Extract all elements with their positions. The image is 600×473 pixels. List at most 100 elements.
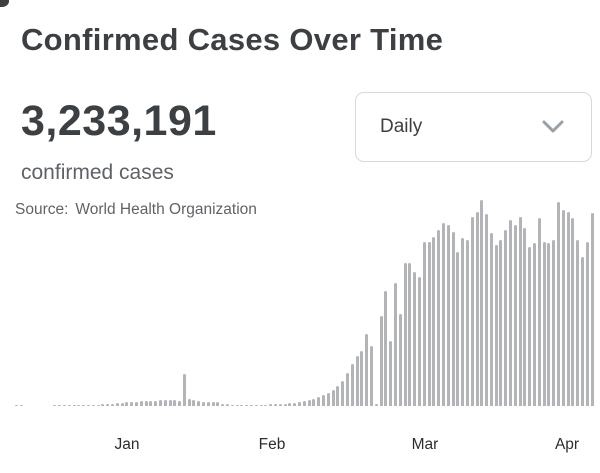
bar[interactable] bbox=[298, 402, 302, 406]
bar[interactable] bbox=[226, 404, 230, 406]
bar[interactable] bbox=[53, 405, 57, 406]
bar[interactable] bbox=[369, 346, 373, 406]
bar[interactable] bbox=[158, 400, 162, 406]
bar[interactable] bbox=[240, 405, 244, 406]
bar[interactable] bbox=[552, 240, 556, 406]
bar[interactable] bbox=[130, 402, 134, 406]
bar[interactable] bbox=[173, 400, 177, 406]
bar[interactable] bbox=[312, 399, 316, 406]
bar[interactable] bbox=[221, 404, 225, 406]
bar[interactable] bbox=[245, 405, 249, 406]
bar[interactable] bbox=[269, 404, 273, 406]
bar[interactable] bbox=[264, 405, 268, 406]
bar[interactable] bbox=[504, 230, 508, 406]
bar[interactable] bbox=[235, 405, 239, 406]
bar[interactable] bbox=[168, 400, 172, 406]
bar[interactable] bbox=[398, 314, 402, 406]
bar[interactable] bbox=[134, 402, 138, 406]
bar[interactable] bbox=[216, 402, 220, 406]
bar[interactable] bbox=[561, 210, 565, 406]
bar[interactable] bbox=[576, 240, 580, 406]
bar[interactable] bbox=[91, 405, 95, 406]
bar[interactable] bbox=[139, 401, 143, 406]
bar[interactable] bbox=[120, 403, 124, 406]
bar[interactable] bbox=[154, 401, 158, 406]
bar[interactable] bbox=[499, 240, 503, 406]
bar[interactable] bbox=[350, 364, 354, 406]
bar[interactable] bbox=[408, 263, 412, 406]
bar[interactable] bbox=[110, 404, 114, 406]
bar[interactable] bbox=[182, 374, 186, 406]
bar[interactable] bbox=[58, 405, 62, 406]
bar[interactable] bbox=[336, 386, 340, 406]
bar[interactable] bbox=[509, 220, 513, 406]
bar[interactable] bbox=[288, 403, 292, 406]
bar[interactable] bbox=[86, 405, 90, 406]
bar[interactable] bbox=[360, 351, 364, 406]
bar[interactable] bbox=[465, 240, 469, 406]
bar[interactable] bbox=[451, 232, 455, 406]
bar[interactable] bbox=[389, 341, 393, 406]
bar[interactable] bbox=[427, 242, 431, 406]
bar[interactable] bbox=[590, 213, 594, 406]
bar[interactable] bbox=[422, 242, 426, 406]
bar[interactable] bbox=[259, 405, 263, 406]
bar[interactable] bbox=[374, 404, 378, 406]
bar[interactable] bbox=[528, 247, 532, 406]
bar[interactable] bbox=[581, 257, 585, 406]
bar[interactable] bbox=[115, 403, 119, 406]
bar[interactable] bbox=[178, 401, 182, 406]
bar[interactable] bbox=[197, 401, 201, 406]
bar[interactable] bbox=[566, 212, 570, 406]
bar[interactable] bbox=[341, 381, 345, 406]
bar[interactable] bbox=[202, 402, 206, 406]
bar[interactable] bbox=[571, 218, 575, 406]
bar[interactable] bbox=[456, 252, 460, 406]
bar[interactable] bbox=[326, 393, 330, 406]
bar[interactable] bbox=[278, 404, 282, 406]
bar[interactable] bbox=[149, 401, 153, 406]
bar[interactable] bbox=[192, 400, 196, 406]
bar[interactable] bbox=[77, 405, 81, 406]
bar[interactable] bbox=[547, 243, 551, 406]
bar[interactable] bbox=[144, 401, 148, 406]
bar[interactable] bbox=[523, 228, 527, 406]
bar[interactable] bbox=[518, 217, 522, 406]
bar[interactable] bbox=[101, 404, 105, 406]
bar[interactable] bbox=[417, 277, 421, 406]
bar[interactable] bbox=[15, 405, 18, 406]
bar[interactable] bbox=[250, 405, 254, 406]
bar[interactable] bbox=[187, 399, 191, 406]
bar[interactable] bbox=[307, 400, 311, 406]
bar[interactable] bbox=[513, 225, 517, 406]
bar[interactable] bbox=[206, 402, 210, 406]
bar[interactable] bbox=[475, 212, 479, 406]
bar[interactable] bbox=[485, 214, 489, 406]
bar[interactable] bbox=[384, 291, 388, 406]
bar[interactable] bbox=[125, 402, 129, 406]
bar[interactable] bbox=[106, 404, 110, 406]
bar[interactable] bbox=[432, 237, 436, 406]
bar[interactable] bbox=[413, 272, 417, 406]
bar[interactable] bbox=[96, 405, 100, 406]
bar[interactable] bbox=[254, 405, 258, 406]
bar[interactable] bbox=[283, 404, 287, 406]
bar[interactable] bbox=[446, 225, 450, 406]
bar[interactable] bbox=[322, 395, 325, 406]
bar[interactable] bbox=[379, 316, 383, 406]
bar[interactable] bbox=[537, 218, 541, 406]
bar[interactable] bbox=[533, 243, 537, 406]
bar[interactable] bbox=[393, 283, 397, 406]
bar[interactable] bbox=[163, 400, 167, 406]
bar[interactable] bbox=[19, 405, 23, 406]
bar[interactable] bbox=[557, 202, 561, 406]
bar[interactable] bbox=[331, 390, 335, 406]
bar[interactable] bbox=[489, 233, 493, 406]
bar[interactable] bbox=[461, 238, 465, 406]
bar[interactable] bbox=[317, 397, 321, 406]
bar[interactable] bbox=[441, 223, 445, 406]
bar[interactable] bbox=[365, 334, 369, 406]
bar[interactable] bbox=[542, 242, 546, 406]
bar[interactable] bbox=[62, 405, 66, 406]
bar[interactable] bbox=[293, 403, 297, 406]
